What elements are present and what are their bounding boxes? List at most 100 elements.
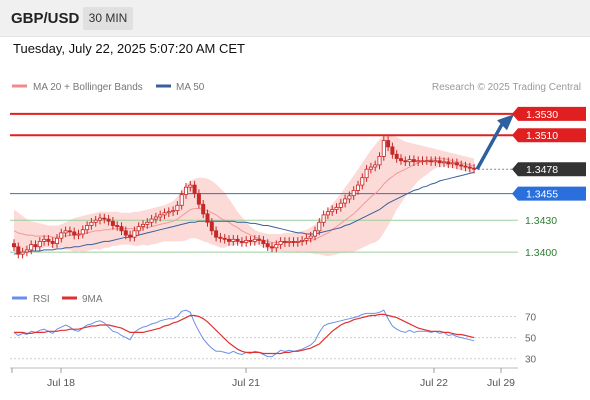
chart-header: GBP/USD 30 MIN: [0, 0, 590, 37]
candle-body: [386, 140, 391, 148]
candle-body: [11, 243, 16, 248]
candle-body: [46, 238, 51, 242]
candle-body: [231, 238, 236, 242]
rsi-tick-30: 30: [525, 355, 537, 366]
timeframe-button[interactable]: 30 MIN: [83, 7, 133, 30]
price-tag-1.3510-box: [512, 128, 586, 143]
candle-body: [140, 223, 145, 227]
candle-body: [166, 211, 171, 214]
candle-body: [42, 238, 47, 242]
candle-body: [188, 184, 193, 188]
candle-body: [321, 214, 326, 223]
candle-body: [171, 210, 176, 213]
candle-body: [459, 164, 464, 167]
rsi-ma-legend-label: 9MA: [82, 294, 103, 305]
candle-body: [343, 198, 348, 204]
rsi-line: [13, 309, 475, 358]
candle-body: [287, 240, 292, 243]
candle-body: [433, 160, 438, 163]
candle-body: [16, 246, 21, 255]
candle-body: [132, 230, 137, 238]
candle-body: [63, 230, 68, 234]
candle-body: [93, 219, 98, 223]
candle-body: [407, 159, 412, 163]
rsi-tick-70: 70: [525, 313, 537, 324]
candle-body: [317, 221, 322, 232]
price-tag-1.3530: 1.3530: [526, 109, 558, 121]
candle-body: [37, 240, 42, 248]
candle-body: [123, 230, 128, 236]
price-tag-1.3478: 1.3478: [526, 164, 558, 176]
candle-body: [72, 231, 77, 236]
candle-body: [136, 226, 141, 232]
candle-body: [80, 229, 85, 235]
candle-body: [325, 211, 330, 216]
candle-body: [351, 189, 356, 197]
candle-body: [76, 233, 81, 236]
candle-body: [364, 168, 369, 179]
price-tag-1.3455-box: [512, 186, 586, 201]
candle-body: [205, 213, 210, 223]
candle-body: [467, 166, 472, 169]
candle-body: [330, 209, 335, 213]
candle-body: [183, 186, 188, 195]
candle-body: [218, 236, 223, 239]
candle-body: [153, 216, 158, 220]
candle-body: [269, 246, 274, 249]
candle-body: [106, 218, 111, 222]
bollinger-band: [14, 134, 475, 257]
x-tick-label: Jul 21: [232, 377, 260, 389]
candle-body: [222, 237, 227, 240]
candle-body: [110, 220, 115, 226]
copyright-text: Research © 2025 Trading Central: [432, 82, 581, 93]
ma20-line: [13, 158, 475, 243]
candle-body: [446, 161, 451, 165]
candle-body: [300, 239, 305, 242]
candle-body: [196, 193, 201, 205]
x-tick-label: Jul 22: [420, 377, 448, 389]
candle-body: [98, 217, 103, 221]
price-tag-1.3530-box: [512, 106, 586, 121]
candle-body: [368, 166, 373, 170]
candle-body: [291, 240, 296, 243]
candle-body: [403, 160, 408, 163]
candle-body: [441, 161, 446, 164]
candle-body: [334, 206, 339, 210]
x-tick-label: Jul 29: [487, 377, 515, 389]
candle-body: [278, 240, 283, 245]
candle-body: [437, 160, 442, 164]
candle-body: [261, 239, 266, 244]
candle-body: [360, 177, 365, 186]
ma50-line: [13, 171, 475, 255]
candle-body: [235, 238, 240, 242]
candle-body: [450, 162, 455, 165]
candle-body: [454, 162, 459, 166]
candle-body: [239, 240, 244, 243]
candle-body: [308, 235, 313, 239]
candle-body: [201, 203, 206, 215]
x-tick-label: Jul 18: [47, 377, 75, 389]
candle-body: [265, 243, 270, 248]
candle-body: [179, 194, 184, 206]
rsi-ma-line: [14, 313, 475, 355]
price-tag-1.3430: 1.3430: [525, 215, 557, 227]
candle-body: [312, 230, 317, 237]
bb-legend-label: MA 20 + Bollinger Bands: [33, 82, 143, 93]
candle-body: [347, 195, 352, 200]
candle-body: [149, 218, 154, 223]
candle-body: [381, 140, 386, 157]
candle-body: [377, 155, 382, 166]
candle-body: [244, 239, 249, 243]
candle-body: [59, 232, 64, 239]
candle-body: [119, 226, 124, 232]
candle-body: [416, 160, 421, 163]
candle-body: [304, 237, 309, 241]
candle-body: [24, 249, 29, 253]
candle-body: [89, 221, 94, 226]
candle-body: [162, 212, 167, 216]
price-tag-1.3455: 1.3455: [526, 189, 558, 201]
rsi-legend-label: RSI: [33, 294, 50, 305]
candle-body: [226, 238, 231, 242]
candle-body: [424, 160, 429, 163]
